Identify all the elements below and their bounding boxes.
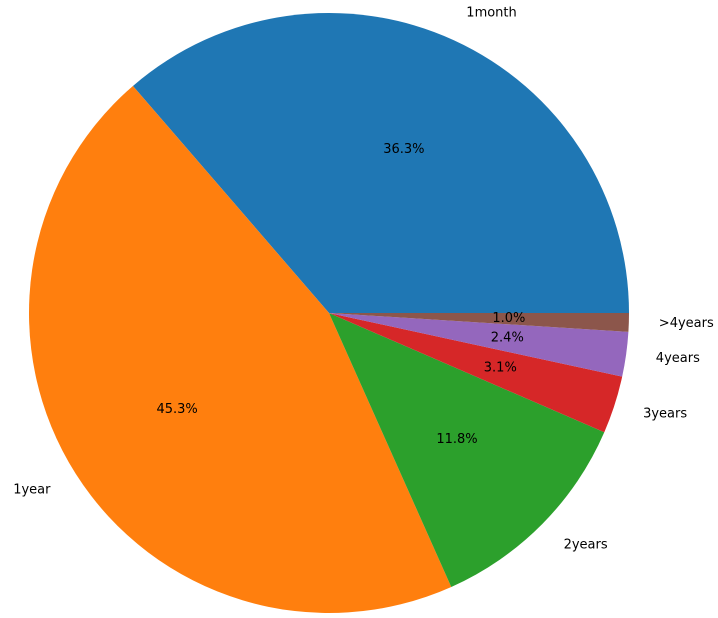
- pie-label-1year: 1year: [13, 483, 51, 498]
- pie-pct-1year: 45.3%: [156, 402, 197, 417]
- pie-pct-4years: 2.4%: [491, 330, 524, 345]
- pie-pct-more-than-4years: 1.0%: [492, 311, 525, 326]
- pie-label-2years: 2years: [564, 538, 608, 553]
- pie-slice-more-than-4years: [329, 313, 629, 332]
- pie-label-1month: 1month: [466, 5, 516, 20]
- pie-slice-4years: [329, 313, 629, 377]
- pie-slice-1month: [132, 13, 629, 313]
- pie-label-more-than-4years: >4years: [659, 316, 714, 331]
- pie-pct-2years: 11.8%: [436, 432, 477, 447]
- pie-slice-2years: [329, 313, 605, 587]
- pie-slice-3years: [329, 313, 623, 433]
- pie-pct-1month: 36.3%: [383, 142, 424, 157]
- pie-pct-3years: 3.1%: [484, 361, 517, 376]
- pie-slice-1year: [28, 85, 452, 614]
- pie-label-3years: 3years: [643, 407, 687, 422]
- pie-label-4years: 4years: [656, 351, 700, 366]
